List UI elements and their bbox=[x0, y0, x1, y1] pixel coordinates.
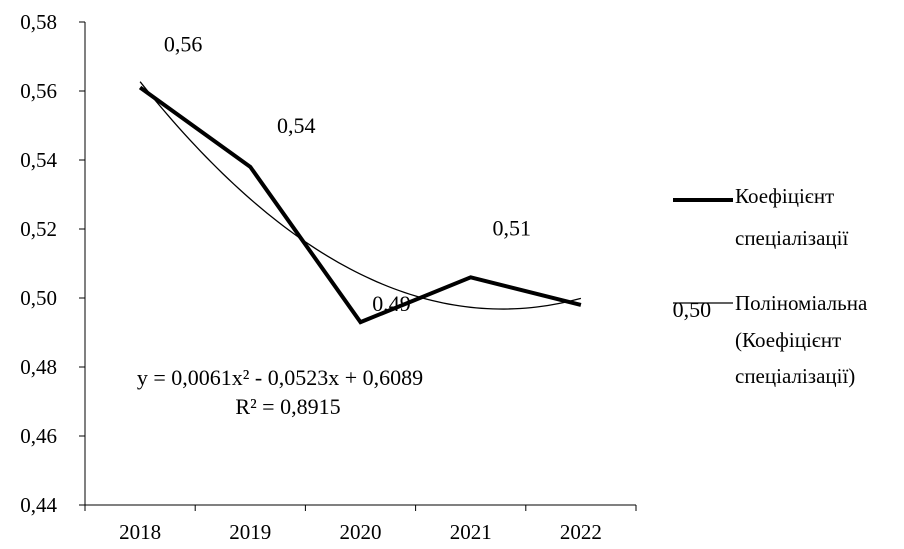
x-tick-label: 2022 bbox=[560, 520, 602, 544]
series-lines bbox=[138, 85, 582, 325]
data-label: 0,54 bbox=[277, 113, 316, 138]
x-tick-label: 2020 bbox=[340, 520, 382, 544]
x-tick-label: 2019 bbox=[229, 520, 271, 544]
legend-label: спеціалізації bbox=[735, 226, 848, 250]
data-label: 0,50 bbox=[673, 297, 712, 322]
trendline-curve bbox=[139, 81, 582, 310]
legend-label: спеціалізації) bbox=[735, 364, 855, 388]
data-labels: 0,56 0,54 0,49 0,51 0,50 bbox=[164, 32, 711, 322]
trendline-r-squared: R² = 0,8915 bbox=[235, 394, 340, 419]
legend-label: Поліноміальна bbox=[735, 291, 868, 315]
y-tick-label: 0,50 bbox=[20, 286, 57, 310]
y-tick-label: 0,48 bbox=[20, 355, 57, 379]
legend-label: (Коефіцієнт bbox=[735, 328, 841, 352]
y-tick-label: 0,54 bbox=[20, 148, 57, 172]
x-tick-label: 2021 bbox=[450, 520, 492, 544]
legend: Коефіцієнт спеціалізації Поліноміальна (Кое… bbox=[673, 184, 868, 388]
y-tick-label: 0,52 bbox=[20, 217, 57, 241]
y-axis-tick-labels: 0,44 0,46 0,48 0,50 0,52 0,54 0,56 0,58 bbox=[20, 10, 85, 517]
data-label: 0,51 bbox=[492, 215, 531, 240]
data-label: 0,56 bbox=[164, 32, 203, 57]
legend-label: Коефіцієнт bbox=[735, 184, 834, 208]
y-tick-label: 0,44 bbox=[20, 493, 57, 517]
series-line bbox=[138, 85, 582, 325]
trendline-equation: y = 0,0061x² - 0,0523x + 0,6089 bbox=[137, 365, 423, 390]
x-tick-label: 2018 bbox=[119, 520, 161, 544]
x-axis-tick-labels: 2018 2019 2020 2021 2022 bbox=[84, 505, 637, 544]
axes bbox=[84, 22, 636, 506]
y-tick-label: 0,56 bbox=[20, 79, 57, 103]
data-label: 0,49 bbox=[372, 291, 411, 316]
trendline bbox=[139, 81, 582, 310]
y-tick-label: 0,58 bbox=[20, 10, 57, 34]
trendline-equation-group: y = 0,0061x² - 0,0523x + 0,6089 R² = 0,8… bbox=[137, 365, 423, 419]
y-tick-label: 0,46 bbox=[20, 424, 57, 448]
